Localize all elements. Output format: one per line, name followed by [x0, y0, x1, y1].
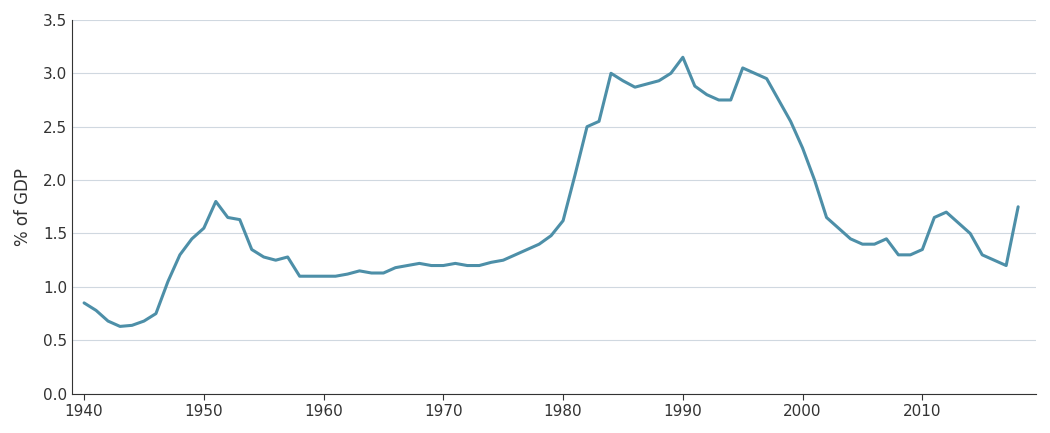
Y-axis label: % of GDP: % of GDP [14, 168, 32, 246]
